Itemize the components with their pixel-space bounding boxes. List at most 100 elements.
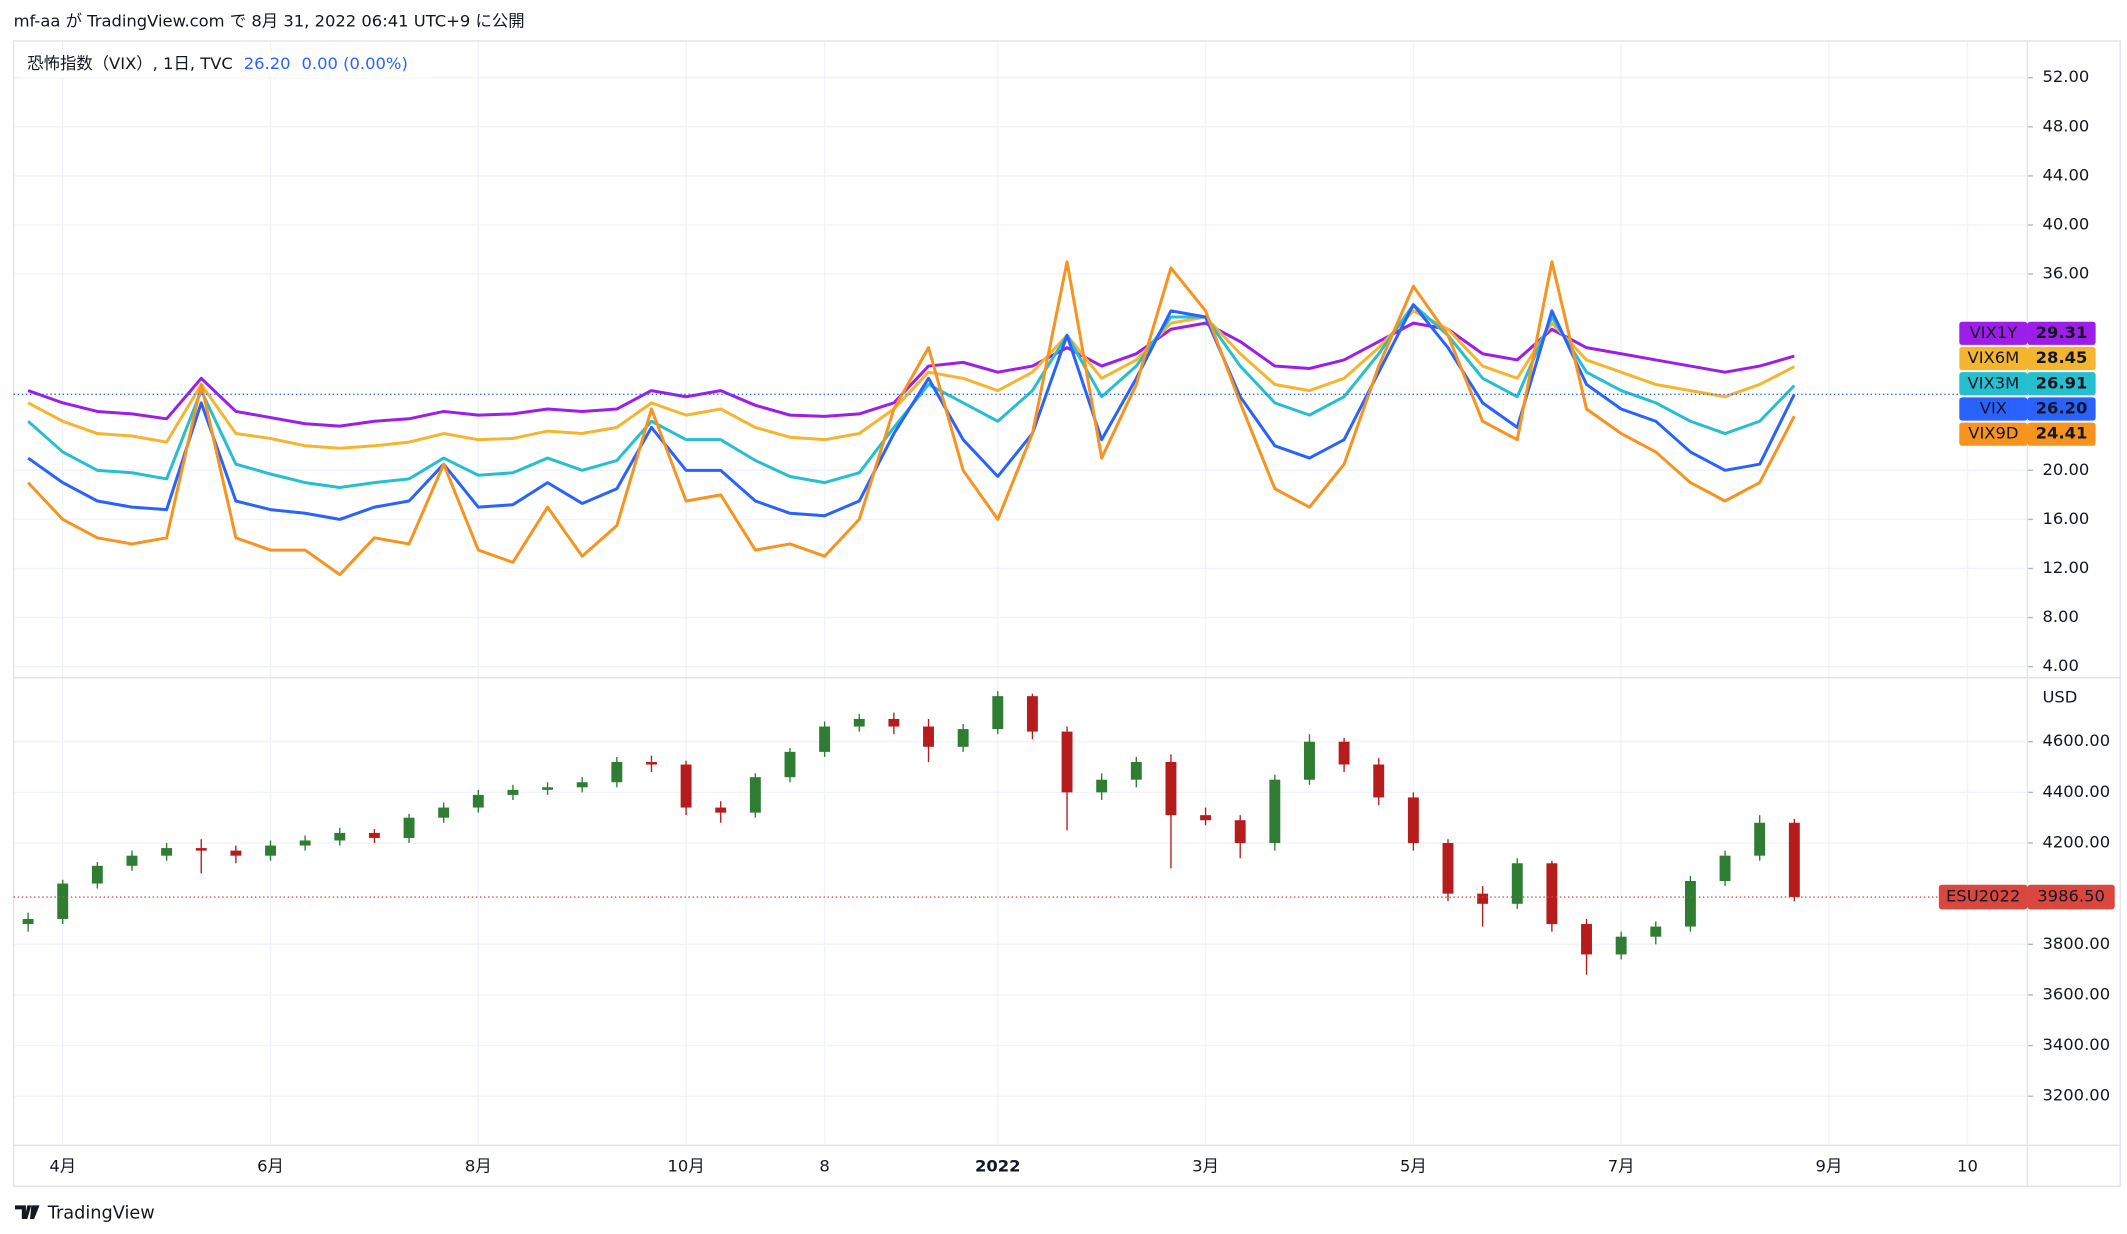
chart-frame [12, 40, 2121, 1187]
price-change: 0.00 (0.00%) [301, 54, 407, 73]
candle-body [230, 850, 242, 856]
candle-body [403, 817, 415, 838]
y-tick-label: 3200.00 [2042, 1086, 2110, 1105]
candle-body [22, 918, 34, 925]
candle-body [1338, 741, 1350, 765]
candle-body [1754, 822, 1766, 856]
y-tick-label: 3800.00 [2042, 934, 2110, 953]
candle-body [819, 726, 831, 752]
candle-body [1546, 863, 1558, 925]
x-tick-label: 8 [819, 1157, 829, 1176]
candle-body [368, 832, 380, 838]
candle-body [299, 840, 311, 846]
x-tick-label: 8月 [465, 1157, 492, 1176]
candle-body [1061, 731, 1073, 793]
candle-body [438, 807, 450, 818]
series-badge-name: VIX3M [1968, 373, 2020, 392]
series-badge-value-bg [2027, 346, 2096, 371]
candle-body [1373, 764, 1385, 798]
y-tick-label: 16.00 [2042, 509, 2089, 528]
legend-backdrop [21, 50, 431, 78]
x-tick-label: 5月 [1400, 1157, 1427, 1176]
series-badge-value-bg [2027, 422, 2096, 446]
x-tick-label: 10 [1957, 1157, 1978, 1176]
y-tick-label: 20.00 [2042, 460, 2089, 479]
candle-body [1026, 696, 1038, 732]
candle-body [1442, 843, 1454, 894]
candle-body [507, 789, 519, 795]
candle-body [126, 855, 138, 866]
series-badge-value-bg [2027, 397, 2096, 421]
candle-body [923, 726, 934, 747]
series-badge-name: ESU2022 [1946, 887, 2020, 906]
candle-body [853, 718, 865, 727]
y-tick-label: 12.00 [2042, 558, 2089, 577]
x-tick-label: 2022 [975, 1157, 1021, 1176]
publish-info: mf-aa が TradingView.com で 8月 31, 2022 06… [14, 11, 525, 30]
series-badge-value: 3986.50 [2037, 887, 2105, 906]
x-tick-label: 10月 [668, 1157, 705, 1176]
candle-body [57, 883, 69, 919]
y-tick-label: 3600.00 [2042, 984, 2110, 1003]
x-tick-label: 6月 [257, 1157, 284, 1176]
candle-body [1096, 779, 1108, 793]
candle-body [1130, 761, 1142, 780]
candle-body [1511, 863, 1523, 904]
candle-body [992, 696, 1004, 730]
y-tick-label: 44.00 [2042, 165, 2089, 184]
brand-name: TradingView [47, 1204, 155, 1224]
symbol-legend: 恐怖指数（VIX）, 1日, TVC 26.20 0.00 (0.00%) [27, 54, 408, 73]
y-tick-label: 4600.00 [2042, 731, 2110, 750]
candle-body [1165, 761, 1177, 816]
candle-body [472, 794, 484, 808]
candle-body [195, 848, 207, 851]
candle-body [542, 787, 554, 790]
series-line [27, 303, 1796, 521]
candle-body [1304, 741, 1315, 780]
candle-body [680, 764, 692, 808]
series-line [27, 309, 1796, 450]
candle-body [334, 832, 346, 841]
y-tick-label: 8.00 [2042, 607, 2078, 626]
candle-body [749, 777, 761, 813]
series-line [26, 260, 1796, 577]
candle-body [161, 848, 173, 856]
series-badge-name-bg [1959, 422, 2028, 446]
y-tick-label: 40.00 [2042, 214, 2089, 233]
series-badge-value: 29.31 [2036, 323, 2088, 342]
series-badge-name-bg [1959, 321, 2028, 345]
y-tick-label: 52.00 [2042, 67, 2089, 86]
series-badge-value: 28.45 [2036, 348, 2088, 367]
series-badge-value: 24.41 [2036, 424, 2088, 443]
x-tick-label: 4月 [49, 1157, 76, 1176]
x-tick-label: 7月 [1608, 1157, 1635, 1176]
candle-body [1477, 893, 1489, 904]
candle-body [1581, 924, 1592, 955]
y-tick-label: 4200.00 [2042, 833, 2110, 852]
candle-body [265, 845, 276, 856]
candle-body [1615, 936, 1627, 955]
candle-body [1234, 820, 1246, 844]
candle-body [715, 807, 727, 813]
mark-layer [13, 260, 2028, 975]
series-badge-value-bg [2027, 372, 2096, 396]
candle-body [784, 751, 796, 778]
candle-body [888, 718, 900, 727]
candle-body [1407, 797, 1419, 844]
series-badge-value-bg [2027, 884, 2115, 910]
x-tick-label: 9月 [1816, 1157, 1843, 1176]
last-price: 26.20 [244, 54, 291, 73]
series-badge-name-bg [1959, 397, 2028, 421]
candle-body [91, 865, 103, 884]
candle-body [576, 782, 588, 788]
candle-body [611, 761, 623, 783]
symbol-title: 恐怖指数（VIX）, 1日, TVC [27, 54, 233, 73]
series-badge-name: VIX [1980, 398, 2007, 417]
series-badge-name: VIX6M [1968, 348, 2020, 367]
series-badge-name-bg [1959, 346, 2028, 371]
brand-logo: TradingView [14, 1204, 155, 1224]
series-badge-name: VIX9D [1968, 424, 2018, 443]
candle-body [1719, 855, 1731, 881]
